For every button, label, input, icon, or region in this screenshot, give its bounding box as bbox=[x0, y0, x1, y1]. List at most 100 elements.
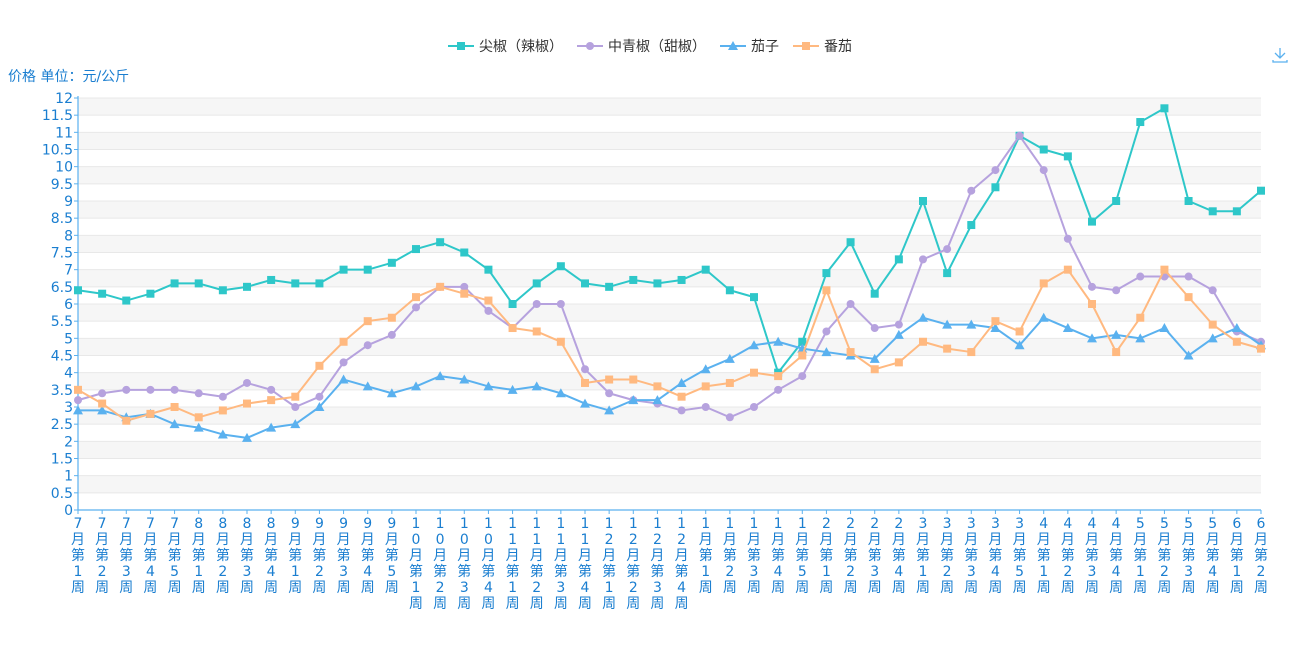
data-point bbox=[580, 398, 590, 408]
data-point bbox=[894, 358, 903, 367]
data-point bbox=[1184, 272, 1193, 281]
x-tick-label: 1 0 月第 4 周 bbox=[481, 516, 495, 612]
download-icon[interactable] bbox=[1270, 46, 1290, 66]
data-point bbox=[943, 344, 952, 353]
data-point bbox=[387, 258, 396, 267]
data-point bbox=[339, 337, 348, 346]
data-point bbox=[290, 419, 301, 429]
data-point bbox=[412, 245, 420, 254]
data-point bbox=[1208, 207, 1217, 216]
x-tick-label: 2 月第 3 周 bbox=[868, 516, 882, 596]
legend-item-3[interactable]: 茄子 bbox=[720, 38, 779, 55]
data-point bbox=[750, 293, 758, 302]
x-tick-label: 1 2 月第 3 周 bbox=[650, 516, 664, 612]
data-point bbox=[919, 255, 927, 264]
series-line bbox=[77, 134, 1262, 419]
data-point bbox=[1231, 323, 1242, 333]
data-point bbox=[919, 197, 927, 205]
data-point bbox=[725, 378, 734, 387]
x-tick-label: 7 月第 3 周 bbox=[119, 516, 133, 596]
legend-item-2[interactable]: 中青椒（甜椒） bbox=[577, 39, 706, 55]
data-point bbox=[267, 385, 276, 394]
data-point bbox=[74, 396, 82, 405]
x-tick-label: 1 1 月第 2 周 bbox=[530, 516, 544, 612]
data-point bbox=[436, 282, 445, 291]
series-2 bbox=[74, 131, 1265, 422]
data-point bbox=[581, 378, 589, 387]
data-point bbox=[74, 385, 82, 394]
data-point bbox=[1136, 313, 1145, 322]
data-point bbox=[821, 347, 832, 357]
data-point bbox=[508, 300, 517, 308]
y-tick-label: 2.5 bbox=[51, 417, 73, 433]
x-tick-label: 7 月第 5 周 bbox=[168, 516, 182, 596]
legend[interactable]: 尖椒（辣椒） 中青椒（甜椒） 茄子 番茄 bbox=[448, 38, 852, 55]
x-tick-label: 1 2 月第 2 周 bbox=[626, 516, 640, 612]
x-tick-label: 1 月第 5 周 bbox=[795, 516, 809, 596]
data-point bbox=[966, 319, 977, 329]
data-point bbox=[725, 413, 734, 422]
x-tick-label: 9 月第 2 周 bbox=[312, 516, 326, 596]
x-tick-label: 3 月第 1 周 bbox=[916, 516, 930, 596]
data-point bbox=[508, 324, 517, 333]
x-tick-label: 7 月第 4 周 bbox=[143, 516, 157, 596]
data-point bbox=[387, 313, 396, 322]
data-point bbox=[1232, 207, 1241, 216]
grid-band bbox=[78, 372, 1261, 390]
y-axis-title: 价格 单位：元/公斤 bbox=[8, 69, 129, 85]
data-point bbox=[194, 279, 203, 288]
y-tick-label: 8 bbox=[64, 228, 73, 244]
y-tick-label: 9 bbox=[64, 194, 73, 210]
data-point bbox=[1088, 217, 1096, 226]
data-point bbox=[846, 238, 855, 247]
data-point bbox=[507, 384, 518, 394]
grid-band bbox=[78, 492, 1261, 510]
data-point bbox=[122, 385, 131, 394]
data-point bbox=[894, 320, 903, 329]
data-point bbox=[146, 385, 155, 394]
data-point bbox=[1136, 272, 1145, 281]
x-tick-label: 4 月第 3 周 bbox=[1085, 516, 1099, 596]
data-point bbox=[725, 286, 734, 295]
data-point bbox=[1088, 282, 1096, 291]
legend-marker bbox=[802, 42, 810, 50]
data-point bbox=[194, 389, 203, 398]
grid-band bbox=[78, 458, 1261, 476]
x-tick-label: 1 0 月第 2 周 bbox=[433, 516, 447, 612]
data-point bbox=[581, 279, 589, 288]
x-tick-label: 1 2 月第 4 周 bbox=[675, 516, 689, 612]
x-tick-label: 2 月第 2 周 bbox=[844, 516, 858, 596]
data-point bbox=[1184, 197, 1193, 205]
legend-item-1[interactable]: 尖椒（辣椒） bbox=[448, 39, 563, 55]
data-point bbox=[146, 289, 155, 298]
data-point bbox=[943, 245, 952, 254]
data-point bbox=[628, 395, 639, 405]
data-point bbox=[1208, 320, 1217, 329]
x-tick-label: 1 0 月第 3 周 bbox=[457, 516, 471, 612]
data-point bbox=[556, 262, 565, 271]
data-point bbox=[1015, 327, 1024, 336]
data-point bbox=[1112, 348, 1121, 357]
grid-band bbox=[78, 407, 1261, 425]
data-point bbox=[218, 286, 227, 295]
data-point bbox=[822, 327, 831, 336]
x-tick-label: 8 月第 3 周 bbox=[240, 516, 254, 596]
y-tick-label: 4.5 bbox=[51, 349, 73, 365]
data-point bbox=[629, 375, 638, 384]
data-point bbox=[1112, 197, 1121, 205]
data-point bbox=[1062, 323, 1073, 333]
x-tick-label: 9 月第 5 周 bbox=[385, 516, 399, 596]
data-point bbox=[1038, 312, 1049, 322]
legend-item-4[interactable]: 番茄 bbox=[793, 38, 852, 55]
grid-band bbox=[78, 132, 1261, 150]
y-tick-label: 11.5 bbox=[42, 108, 73, 124]
x-tick-label: 3 月第 3 周 bbox=[964, 516, 978, 596]
y-tick-label: 5.5 bbox=[51, 314, 73, 330]
data-point bbox=[532, 327, 541, 336]
y-axis-ticks: 00.511.522.533.544.555.566.577.588.599.5… bbox=[42, 91, 78, 519]
legend-label: 中青椒（甜椒） bbox=[608, 39, 706, 55]
data-point bbox=[1232, 337, 1241, 346]
data-point bbox=[532, 279, 541, 288]
data-point bbox=[677, 275, 686, 284]
data-point bbox=[846, 300, 855, 308]
